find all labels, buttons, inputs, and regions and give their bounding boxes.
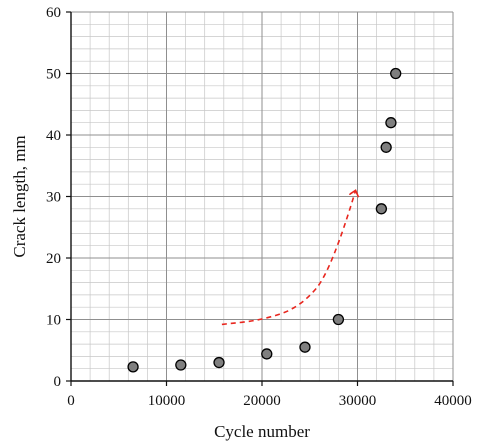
data-point [332,313,345,326]
trend-arrow [221,190,356,326]
y-tick-label: 60 [46,5,61,21]
data-point [299,341,311,353]
data-point [390,67,402,80]
data-point [380,141,392,153]
y-tick-label: 40 [46,128,61,144]
data-point [385,117,397,129]
series-points [127,67,402,373]
x-tick-label: 30000 [339,393,377,409]
grid [70,11,454,382]
data-point [261,348,273,360]
x-tick-label: 0 [67,393,75,409]
data-point [127,361,139,373]
y-tick-label: 50 [46,67,61,83]
y-tick-label: 10 [46,313,61,329]
data-point [375,203,388,215]
x-axis-title: Cycle number [214,422,310,441]
y-tick-label: 30 [46,190,61,206]
y-tick-label: 20 [46,251,61,267]
x-tick-label: 20000 [243,393,281,409]
x-tick-label: 40000 [434,393,472,409]
y-tick-label: 0 [54,374,62,390]
x-tick-label: 10000 [148,393,186,409]
y-axis-title: Crack length, mm [10,135,29,257]
data-point [175,359,187,371]
data-point [213,356,225,369]
